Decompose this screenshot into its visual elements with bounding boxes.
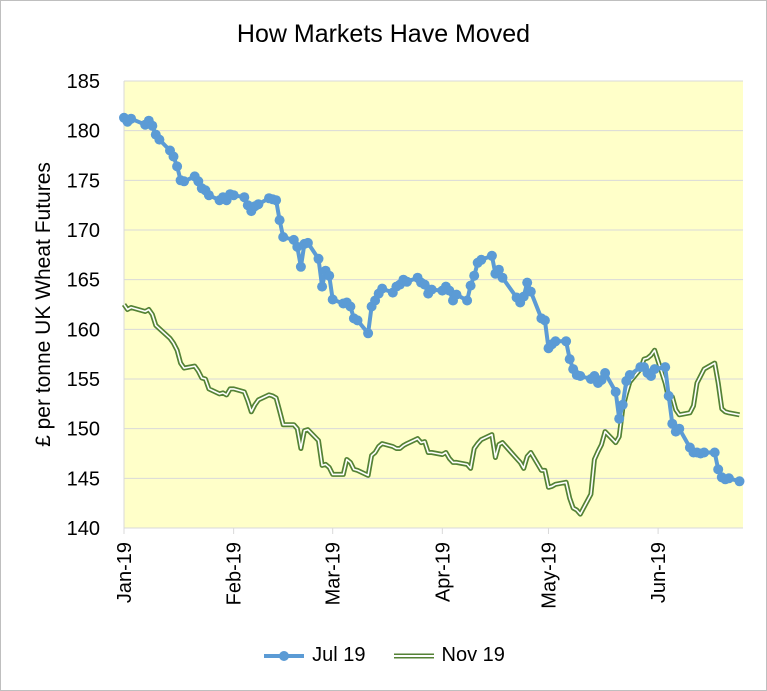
data-point-jul19 — [317, 281, 328, 292]
data-point-jul19 — [154, 134, 165, 145]
data-point-jul19 — [667, 418, 678, 429]
legend-label-jul19: Jul 19 — [312, 644, 366, 666]
y-tick-label: 155 — [67, 369, 100, 391]
data-point-jul19 — [345, 301, 356, 312]
data-point-jul19 — [419, 279, 430, 290]
x-tick-labels: Jan-19 Feb-19 Mar-19 Apr-19 May-19 Jun-19 — [114, 542, 670, 609]
data-point-jul19 — [518, 291, 529, 302]
data-point-jul19 — [402, 276, 412, 287]
y-tick-label: 140 — [67, 518, 100, 540]
data-point-jul19 — [352, 315, 363, 326]
x-tick-label: Apr-19 — [432, 542, 454, 602]
y-tick-label: 165 — [67, 270, 100, 292]
data-point-jul19 — [327, 294, 338, 305]
y-axis-label: £ per tonne UK Wheat Futures — [32, 162, 55, 447]
gridlines — [124, 80, 743, 479]
data-point-jul19 — [465, 280, 476, 291]
legend-label-nov19: Nov 19 — [441, 644, 505, 666]
data-point-jul19 — [614, 413, 625, 424]
data-point-jul19 — [469, 270, 480, 281]
x-tick-label: Jan-19 — [114, 542, 136, 603]
y-tick-label: 150 — [67, 419, 100, 441]
data-point-jul19 — [734, 476, 745, 487]
data-point-jul19 — [253, 199, 264, 210]
legend-item-nov19: Nov 19 — [392, 644, 505, 667]
data-point-jul19 — [522, 277, 533, 288]
legend-swatch-jul19 — [264, 650, 305, 661]
legend-item-jul19: Jul 19 — [262, 644, 366, 667]
data-point-jul19 — [525, 286, 536, 297]
data-point-jul19 — [649, 364, 660, 375]
data-point-jul19 — [313, 253, 324, 264]
data-point-jul19 — [363, 328, 374, 339]
data-point-jul19 — [179, 176, 190, 187]
data-point-jul19 — [709, 447, 720, 458]
x-tick-label: Mar-19 — [323, 542, 345, 605]
data-point-jul19 — [426, 284, 437, 295]
data-point-jul19 — [172, 161, 183, 172]
y-tick-label: 160 — [67, 319, 100, 341]
y-tick-labels: 140 145 150 155 160 165 170 175 180 185 — [67, 71, 100, 540]
data-point-jul19 — [451, 289, 462, 300]
data-point-jul19 — [497, 272, 508, 283]
y-tick-label: 185 — [67, 71, 100, 93]
data-point-jul19 — [663, 390, 674, 401]
data-point-jul19 — [493, 264, 504, 275]
y-tick-label: 145 — [67, 468, 100, 490]
x-tick-label: Jun-19 — [648, 542, 670, 603]
data-point-jul19 — [486, 250, 497, 261]
chart-title: How Markets Have Moved — [236, 20, 531, 48]
data-point-jul19 — [575, 371, 586, 381]
data-point-jul19 — [147, 120, 158, 131]
data-point-jul19 — [228, 190, 239, 201]
legend: Jul 19 Nov 19 — [0, 644, 767, 667]
data-point-jul19 — [617, 399, 628, 410]
data-point-jul19 — [239, 192, 250, 203]
data-point-jul19 — [674, 423, 685, 434]
data-point-jul19 — [699, 447, 710, 458]
data-point-jul19 — [168, 151, 179, 162]
data-point-jul19 — [660, 362, 671, 373]
data-point-jul19 — [302, 237, 313, 248]
data-point-jul19 — [324, 270, 335, 281]
series-group — [119, 112, 745, 517]
y-tick-label: 180 — [67, 121, 100, 143]
data-point-jul19 — [624, 370, 635, 380]
data-point-jul19 — [295, 261, 306, 272]
data-point-jul19 — [274, 215, 285, 226]
data-point-jul19 — [377, 283, 388, 294]
y-tick-label: 170 — [67, 220, 100, 242]
data-point-jul19 — [278, 232, 289, 242]
data-point-jul19 — [539, 315, 550, 326]
data-point-jul19 — [723, 473, 734, 484]
data-point-jul19 — [610, 386, 621, 397]
data-point-jul19 — [271, 195, 282, 206]
x-tick-label: Feb-19 — [224, 542, 246, 605]
data-point-jul19 — [564, 354, 575, 365]
plot-area — [124, 81, 743, 528]
data-point-jul19 — [713, 464, 724, 475]
data-point-jul19 — [561, 336, 572, 347]
y-tick-label: 175 — [67, 170, 100, 192]
data-point-jul19 — [600, 368, 611, 378]
data-point-jul19 — [203, 190, 214, 201]
data-point-jul19 — [462, 295, 473, 306]
x-tick-label: May-19 — [538, 542, 560, 609]
data-point-jul19 — [550, 336, 561, 347]
data-point-jul19 — [476, 254, 487, 265]
data-point-jul19 — [126, 113, 137, 124]
legend-swatch-nov19 — [393, 653, 434, 658]
